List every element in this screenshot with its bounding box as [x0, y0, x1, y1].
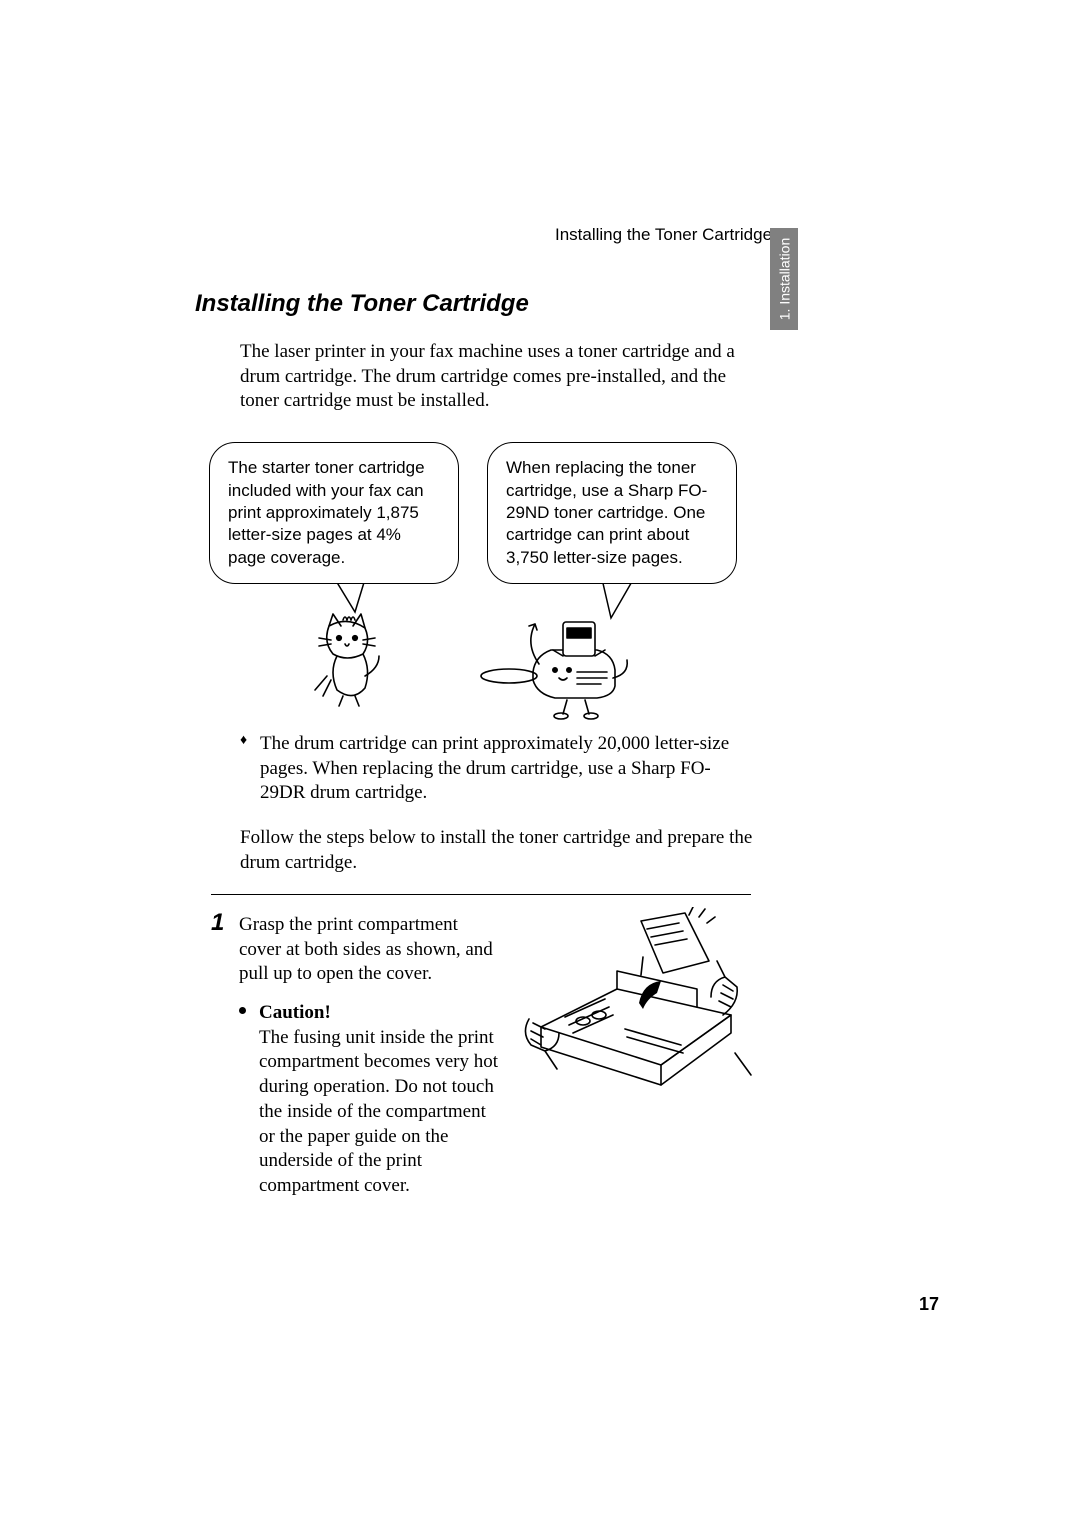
chapter-tab-label: 1. Installation: [776, 238, 792, 321]
drum-cartridge-note: The drum cartridge can print approximate…: [240, 732, 755, 806]
step-1: 1 Grasp the print compartment cover at b…: [211, 913, 755, 1199]
follow-steps-paragraph: Follow the steps below to install the to…: [240, 826, 755, 875]
section-title: Installing the Toner Cartridge: [195, 290, 755, 318]
chapter-tab: 1. Installation: [770, 228, 798, 330]
page-number: 17: [919, 1294, 939, 1315]
bullet-icon: [239, 1007, 246, 1014]
caution-body: The fusing unit inside the print compart…: [259, 1027, 498, 1196]
speech-bubble-replacement-cartridge: When replacing the toner cartridge, use …: [487, 442, 737, 584]
step-body: Grasp the print compartment cover at bot…: [239, 913, 499, 1199]
callout-region: The starter toner cartridge included wit…: [209, 442, 755, 732]
horizontal-rule: [211, 894, 751, 896]
step-number: 1: [211, 909, 224, 937]
open-cover-figure-icon: [521, 907, 761, 1107]
intro-paragraph: The laser printer in your fax machine us…: [240, 340, 755, 414]
page-content: Installing the Toner Cartridge The laser…: [195, 220, 755, 1199]
cat-character-icon: [309, 610, 399, 710]
step-text: Grasp the print compartment cover at bot…: [239, 913, 499, 987]
speech-bubble-starter-cartridge: The starter toner cartridge included wit…: [209, 442, 459, 584]
caution-title: Caution!: [259, 1002, 331, 1023]
caution-block: Caution! The fusing unit inside the prin…: [239, 1001, 499, 1199]
